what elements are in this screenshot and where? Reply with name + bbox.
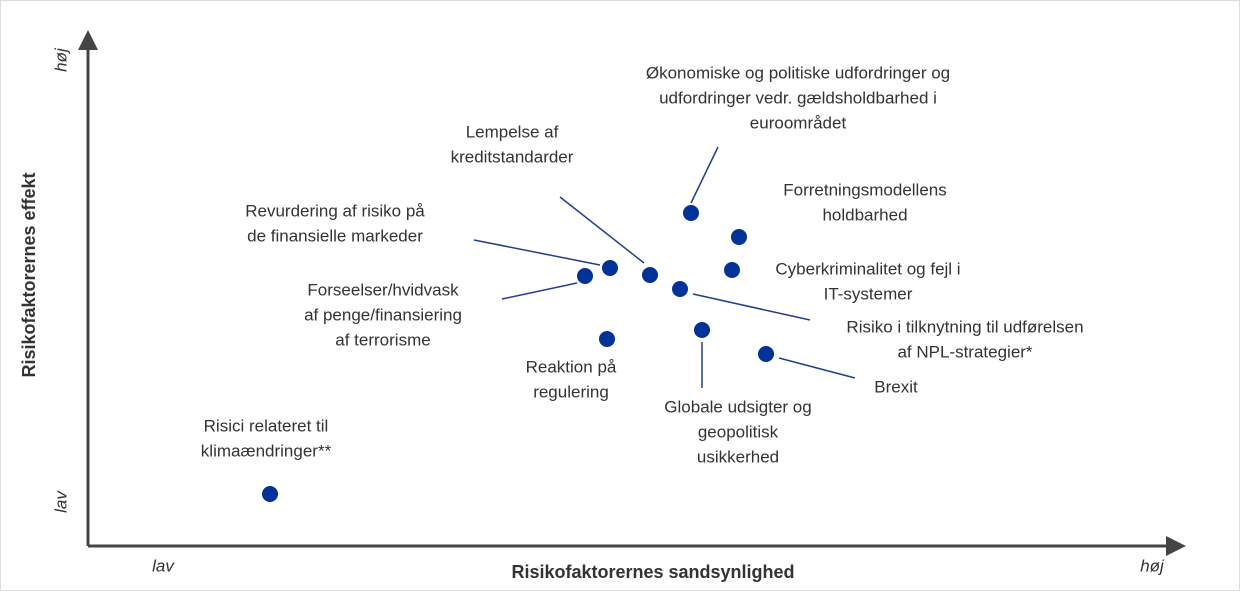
- risk-label: Risici relateret til: [204, 416, 329, 435]
- risk-dot: [694, 322, 710, 338]
- risk-label: Globale udsigter og: [664, 397, 811, 416]
- leader-line: [692, 293, 811, 321]
- risk-label: Forseelser/hvidvask: [307, 280, 459, 299]
- leader-line: [690, 146, 719, 204]
- risk-label: Reaktion på: [526, 357, 617, 376]
- risk-label: IT-systemer: [824, 284, 913, 303]
- risk-label: Forretningsmodellens: [783, 180, 946, 199]
- leader-line: [473, 239, 601, 266]
- risk-label: usikkerhed: [697, 447, 779, 466]
- risk-label: Cyberkriminalitet og fejl i: [775, 259, 960, 278]
- leader-line: [559, 196, 645, 264]
- risk-label: Revurdering af risiko på: [245, 201, 425, 220]
- risk-label: af NPL-strategier*: [897, 342, 1032, 361]
- risk-label: kreditstandarder: [451, 147, 574, 166]
- risk-label: holdbarhed: [822, 205, 907, 224]
- y-arrow: [78, 30, 98, 50]
- leader-line: [778, 357, 856, 379]
- risk-label: regulering: [533, 382, 609, 401]
- risk-label: af penge/finansiering: [304, 305, 462, 324]
- risk-dot: [724, 262, 740, 278]
- risk-dot: [602, 260, 618, 276]
- y-title: Risikofaktorernes effekt: [19, 172, 39, 377]
- risk-label: Økonomiske og politiske udfordringer og: [646, 63, 950, 82]
- risk-dot: [683, 205, 699, 221]
- risk-dot: [599, 331, 615, 347]
- risk-dot: [758, 346, 774, 362]
- risk-dot: [577, 268, 593, 284]
- risk-label: af terrorisme: [335, 330, 430, 349]
- risk-label: geopolitisk: [698, 422, 779, 441]
- risk-label: euroområdet: [750, 113, 847, 132]
- y-low: lav: [51, 490, 70, 513]
- risk-label: klimaændringer**: [201, 441, 332, 460]
- risk-dot: [672, 281, 688, 297]
- leader-line: [501, 282, 578, 300]
- risk-label: udfordringer vedr. gældsholdbarhed i: [659, 88, 937, 107]
- x-title: Risikofaktorernes sandsynlighed: [511, 562, 794, 582]
- x-high: høj: [1140, 556, 1165, 575]
- risk-dot: [731, 229, 747, 245]
- risk-label: Lempelse af: [466, 122, 559, 141]
- risk-label: Brexit: [874, 377, 918, 396]
- x-low: lav: [152, 556, 175, 575]
- x-arrow: [1166, 536, 1186, 556]
- risk-dot: [262, 486, 278, 502]
- y-high: høj: [51, 47, 70, 72]
- risk-dot: [642, 267, 658, 283]
- risk-label: Risiko i tilknytning til udførelsen: [846, 317, 1083, 336]
- risk-label: de finansielle markeder: [247, 226, 423, 245]
